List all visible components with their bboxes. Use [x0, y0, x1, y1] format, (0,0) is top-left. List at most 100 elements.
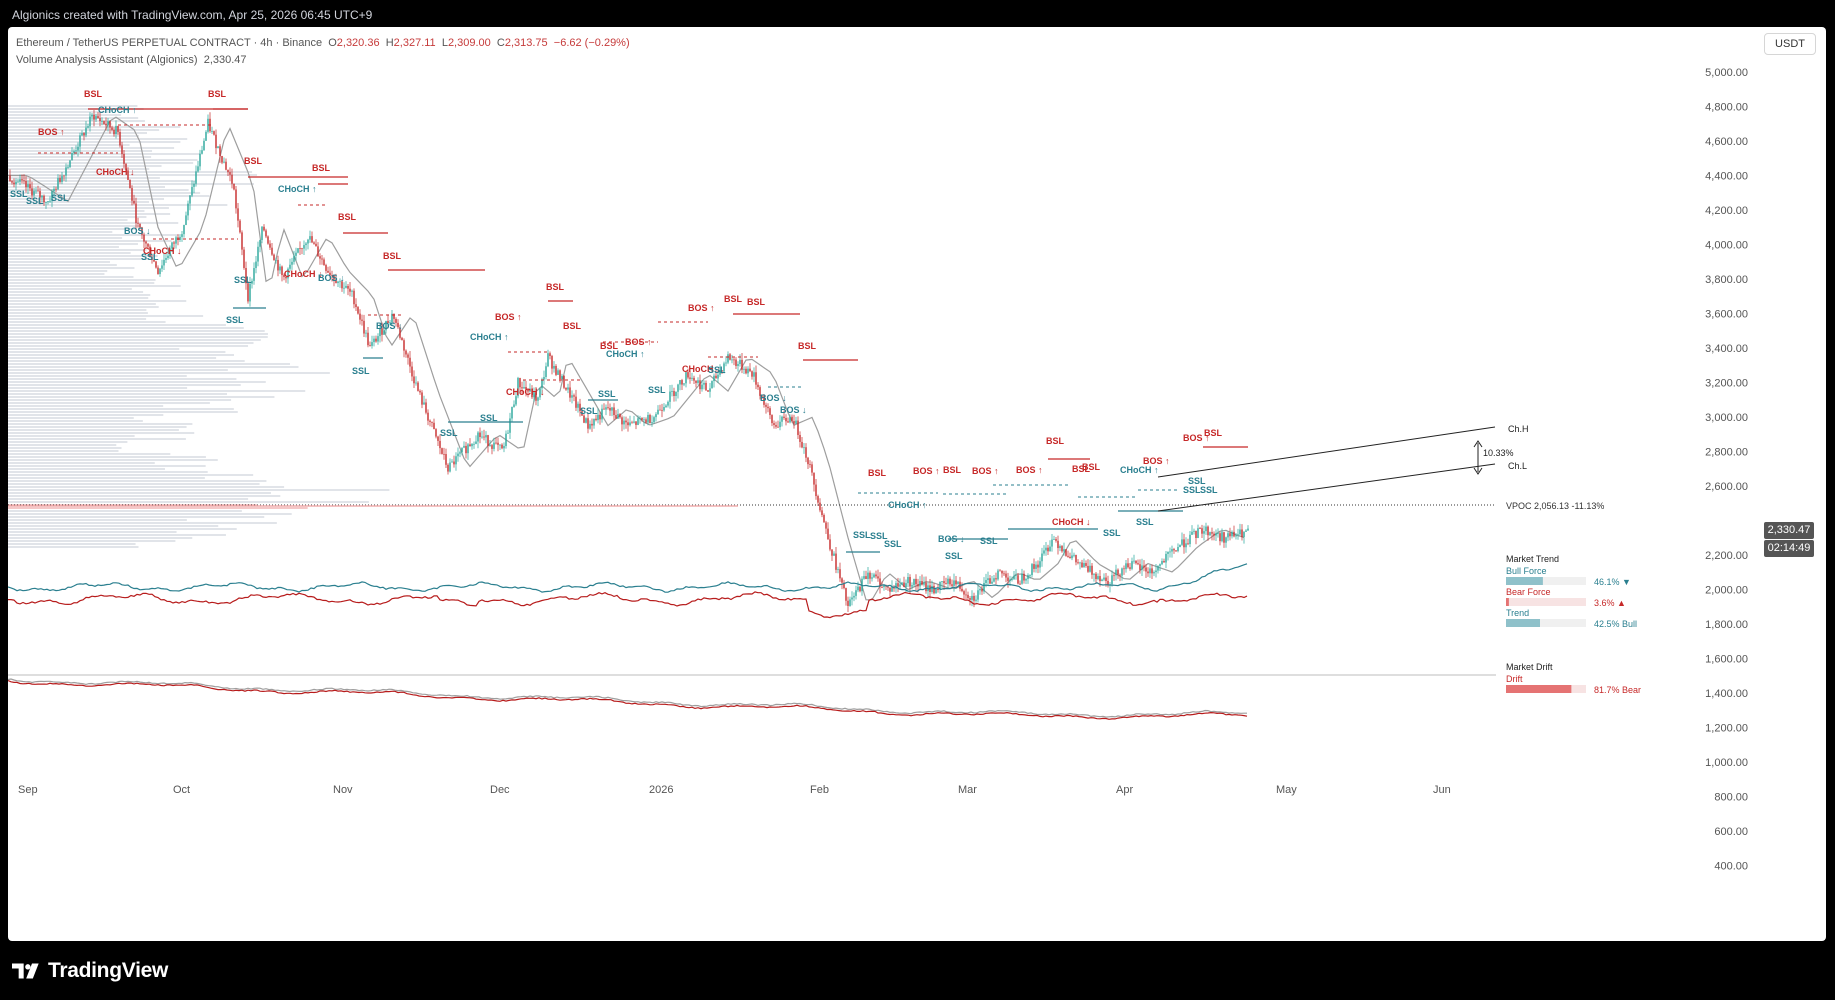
candle-body [697, 380, 699, 383]
candle-body [397, 322, 399, 328]
candle-body [257, 246, 259, 262]
candle-body [451, 461, 453, 463]
structure-label: BOS ↑ [688, 303, 715, 313]
candle-body [1173, 549, 1175, 551]
candle-body [639, 418, 641, 419]
candle-body [53, 188, 55, 192]
oscillator-line [8, 679, 1248, 720]
candle-body [39, 190, 41, 198]
candle-body [1027, 575, 1029, 579]
candle-body [337, 281, 339, 283]
price-axis-label: 400.00 [1714, 861, 1748, 873]
legend-indicator-row[interactable]: Volume Analysis Assistant (Algionics) 2,… [16, 52, 630, 69]
time-axis-label: Dec [490, 784, 510, 796]
candle-body [593, 418, 595, 426]
tradingview-logo[interactable]: TradingView [12, 959, 168, 983]
candle-body [1069, 556, 1071, 559]
candle-body [989, 578, 991, 584]
structure-label: SSL [51, 193, 69, 203]
candle-body [291, 261, 293, 265]
close-value: 2,313.75 [504, 37, 548, 49]
candle-body [531, 388, 533, 398]
candle-body [163, 259, 165, 266]
structure-label: BSL [1046, 436, 1065, 446]
volume-profile-bar [8, 540, 176, 542]
candle-body [241, 232, 243, 250]
time-axis-label: Sep [18, 784, 38, 796]
candle-body [381, 328, 383, 335]
channel-pct-label: 10.33% [1483, 448, 1514, 458]
trend-label: Trend [1506, 608, 1529, 618]
candle-body [437, 436, 439, 441]
volume-profile-bar [8, 522, 277, 524]
candle-body [635, 421, 637, 425]
candle-body [549, 353, 551, 357]
candle-body [665, 405, 667, 408]
volume-profile-bar [8, 447, 122, 449]
candle-body [1223, 532, 1225, 543]
volume-profile-bar [8, 138, 188, 140]
candle-body [789, 416, 791, 423]
candle-body [479, 432, 481, 438]
candle-body [937, 588, 939, 591]
price-chart[interactable]: VPOC 2,056.13 -11.13%Ch.HCh.L10.33% BSLC… [8, 27, 1826, 941]
candle-body [919, 581, 921, 587]
candle-body [765, 404, 767, 407]
candle-body [121, 145, 123, 155]
candle-body [245, 267, 247, 284]
volume-profile-bar [8, 375, 187, 377]
structure-label: BSL [546, 282, 565, 292]
candle-body [319, 256, 321, 259]
currency-button[interactable]: USDT [1764, 33, 1816, 55]
candle-body [877, 576, 879, 579]
symbol-name[interactable]: Ethereum / TetherUS PERPETUAL CONTRACT ·… [16, 37, 323, 49]
candle-body [113, 129, 115, 135]
candle-body [369, 345, 371, 346]
volume-profile-bar [8, 315, 204, 317]
structure-label: CHoCH ↓ [1052, 517, 1091, 527]
candle-body [435, 429, 437, 437]
volume-profile-bar [8, 255, 158, 257]
volume-profile-bar [8, 231, 113, 233]
candle-body [475, 441, 477, 444]
candle-body [945, 583, 947, 584]
candle-body [129, 179, 131, 189]
candle-body [1135, 560, 1137, 564]
candle-body [903, 582, 905, 588]
oscillators [8, 563, 1496, 720]
candle-body [573, 395, 575, 397]
candle-body [759, 387, 761, 396]
structure-label: BSL [383, 251, 402, 261]
volume-profile-bar [8, 177, 160, 179]
candle-body [831, 549, 833, 556]
candle-body [699, 380, 701, 390]
structure-label: SSL [648, 385, 666, 395]
bull-force-track [1506, 577, 1586, 585]
trend-fill [1506, 619, 1540, 627]
candle-body [85, 127, 87, 136]
candle-body [449, 462, 451, 472]
volume-profile-bar [8, 471, 208, 473]
volume-profile [8, 105, 390, 548]
structure-label: BSL [208, 89, 227, 99]
candle-body [173, 242, 175, 244]
chart-panel[interactable]: VPOC 2,056.13 -11.13% Ch.H Ch.L 10.33% BSL C… [8, 27, 1826, 941]
candle-body [469, 444, 471, 447]
candle-body [657, 409, 659, 415]
candle-body [647, 414, 649, 423]
volume-profile-bar [8, 306, 159, 308]
bear-force-label: Bear Force [1506, 587, 1551, 597]
volume-profile-bar [8, 423, 193, 425]
candle-body [55, 188, 57, 190]
candle-body [849, 599, 851, 606]
candle-body [565, 387, 567, 390]
candle-body [395, 318, 397, 323]
candle-body [189, 195, 191, 204]
structure-label: BOS ↑ [495, 312, 522, 322]
candle-body [153, 259, 155, 262]
candle-body [269, 243, 271, 248]
volume-profile-bar [8, 387, 188, 389]
candle-body [253, 268, 255, 281]
volume-profile-bar [8, 495, 281, 497]
candle-body [737, 364, 739, 366]
